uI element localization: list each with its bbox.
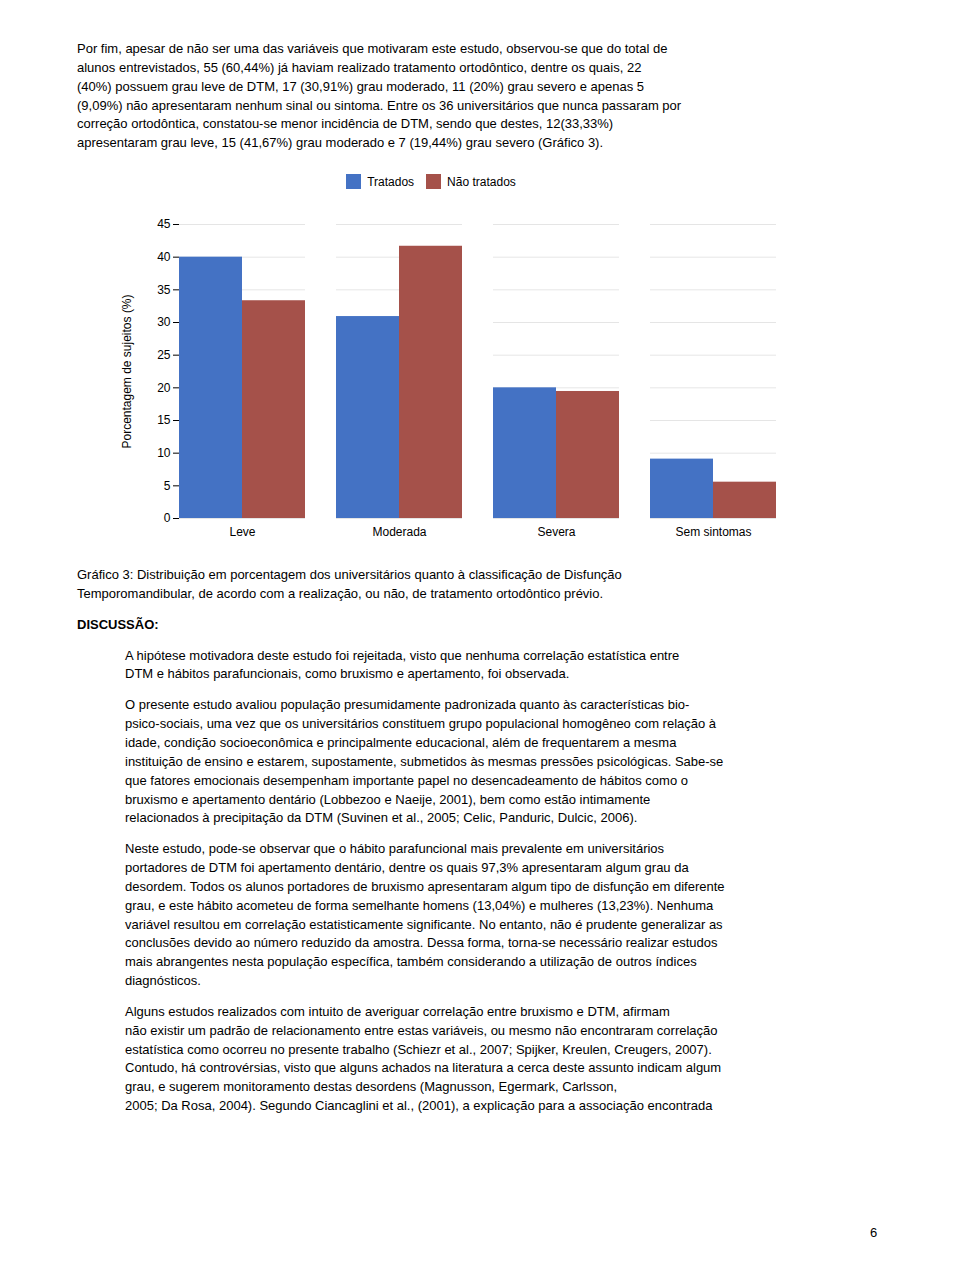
svg-text:5: 5 [164,479,171,493]
svg-text:15: 15 [157,413,171,427]
svg-text:10: 10 [157,446,171,460]
html-text:O presente estudo avaliou popu: O presente estudo avaliou população pres… [125,697,724,826]
svg-text:25: 25 [157,348,171,362]
svg-text:Leve: Leve [229,525,255,539]
svg-text:35: 35 [157,283,171,297]
html-text:A hipótese motivadora deste es: A hipótese motivadora deste estudo foi r… [125,647,680,682]
html-text:6: 6 [870,1225,878,1240]
html-text:Gráfico 3: Distribuição em por: Gráfico 3: Distribuição em porcentagem d… [77,567,622,601]
html-text:Por fim, apesar de não ser uma: Por fim, apesar de não ser uma das variá… [77,41,682,151]
svg-text:Sem sintomas: Sem sintomas [675,525,751,539]
svg-text:40: 40 [157,250,171,264]
svg-text:30: 30 [157,315,171,329]
svg-text:0: 0 [164,511,171,525]
html-text:Não tratados: Não tratados [447,174,516,189]
svg-text:45: 45 [157,217,171,231]
html-text:Neste estudo, pode-se observar: Neste estudo, pode-se observar que o háb… [125,841,725,989]
html-text:Alguns estudos realizados com: Alguns estudos realizados com intuito de… [125,1003,722,1114]
html-text:Tratados: Tratados [367,174,415,189]
svg-text:Porcentagem de sujeitos (%): Porcentagem de sujeitos (%) [120,295,134,449]
svg-text:20: 20 [157,381,171,395]
html-text:DISCUSSÃO:: DISCUSSÃO: [77,616,159,632]
svg-text:Moderada: Moderada [372,525,426,539]
svg-text:Severa: Severa [537,525,575,539]
